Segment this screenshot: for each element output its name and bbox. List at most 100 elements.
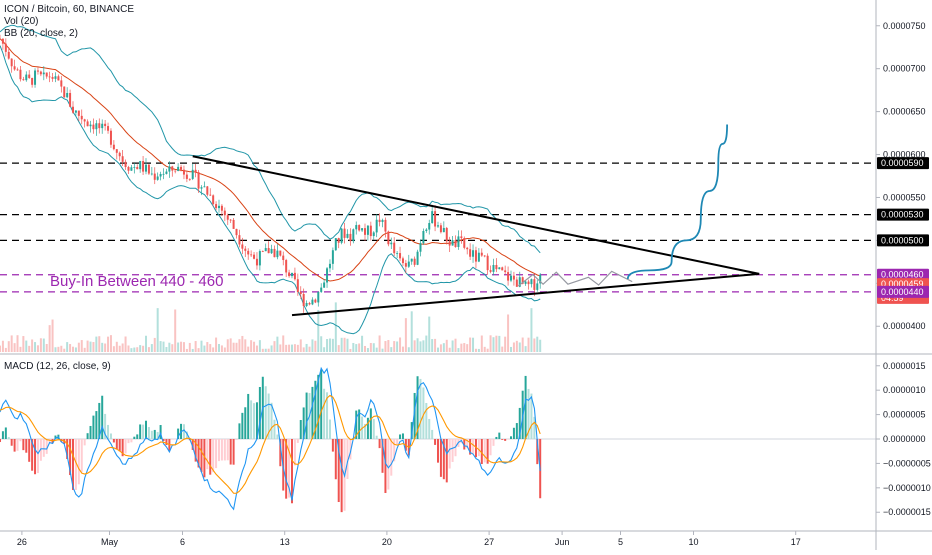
candle-body xyxy=(127,167,130,171)
candle-body xyxy=(19,69,22,80)
candle-body xyxy=(533,279,536,290)
candle-body xyxy=(469,249,472,257)
candle-body xyxy=(244,248,247,251)
candle-body xyxy=(293,272,296,280)
macd-histogram-bar xyxy=(439,439,442,477)
macd-histogram-bar xyxy=(498,432,501,439)
volume-bar xyxy=(1,340,4,352)
candle-body xyxy=(480,252,483,256)
candle-body xyxy=(536,283,539,290)
candle-body xyxy=(510,275,512,281)
volume-bar xyxy=(267,348,270,352)
candle-body xyxy=(42,72,45,75)
macd-histogram-bar xyxy=(142,424,145,439)
macd-histogram-bar xyxy=(437,439,439,463)
macd-histogram-bar xyxy=(72,439,74,490)
macd-histogram-bar xyxy=(16,439,19,451)
macd-histogram-bar xyxy=(115,439,118,449)
macd-histogram-bar xyxy=(235,439,238,441)
candle-body xyxy=(539,274,542,284)
bb-lower-band xyxy=(0,45,541,335)
macd-histogram-bar xyxy=(492,439,495,446)
macd-histogram-bar xyxy=(19,439,22,442)
price-tags: 0.00005900.00005300.00005000.00004600.00… xyxy=(877,157,929,304)
volume-bar xyxy=(180,341,183,352)
volume-bar xyxy=(524,346,527,352)
candle-body xyxy=(104,123,107,127)
candle-body xyxy=(22,79,25,81)
volume-bar xyxy=(463,343,466,352)
macd-histogram-bar xyxy=(107,424,110,439)
candle-body xyxy=(182,169,185,175)
candle-body xyxy=(226,215,229,220)
volume-bar xyxy=(349,348,352,352)
macd-histogram-bar xyxy=(466,439,469,449)
volume-bar xyxy=(472,337,475,352)
price-tag-box xyxy=(877,157,929,170)
volume-bar xyxy=(130,348,133,352)
candle-body xyxy=(326,268,329,283)
volume-bar xyxy=(366,348,369,352)
macd-histogram-bar xyxy=(320,369,323,439)
volume-bar xyxy=(133,347,136,352)
projection-curve xyxy=(626,124,728,280)
volume-bar xyxy=(480,335,483,352)
volume-bar xyxy=(253,341,256,352)
macd-histogram-bar xyxy=(194,439,197,462)
macd-histogram-bar xyxy=(133,436,136,439)
macd-histogram-bar xyxy=(223,439,226,461)
triangle-lower-line xyxy=(291,272,760,317)
macd-histogram-bar xyxy=(299,420,302,439)
candle-body xyxy=(124,161,127,168)
volume-bar xyxy=(258,340,261,352)
volume-bar xyxy=(399,337,402,352)
candle-body xyxy=(89,124,92,127)
legend-volume[interactable]: Vol (20) xyxy=(4,16,39,27)
macd-histogram-bar xyxy=(401,433,404,439)
macd-histogram-bar xyxy=(381,439,384,473)
candle-body xyxy=(80,115,83,120)
candle-body xyxy=(434,211,437,227)
volume-bar xyxy=(282,335,285,352)
candle-body xyxy=(136,166,139,170)
candle-body xyxy=(378,219,381,223)
volume-bar xyxy=(223,347,226,352)
legend-macd[interactable]: MACD (12, 26, close, 9) xyxy=(4,361,111,372)
candle-body xyxy=(34,70,37,85)
candle-body xyxy=(407,261,410,267)
macd-histogram-bar xyxy=(416,376,419,439)
price-tag-label: 0.0000500 xyxy=(881,235,924,245)
candle-body xyxy=(445,227,448,242)
macd-histogram-bar xyxy=(474,439,477,458)
volume-bar xyxy=(220,345,223,352)
candle-body xyxy=(185,174,188,179)
legend-bollinger[interactable]: BB (20, close, 2) xyxy=(4,28,78,39)
macd-histogram-bar xyxy=(238,423,241,439)
candle-body xyxy=(118,152,121,157)
candle-body xyxy=(361,228,364,231)
candle-body xyxy=(504,270,507,273)
legend-symbol[interactable]: ICON / Bitcoin, 60, BINANCE xyxy=(4,4,135,15)
macd-histogram-bar xyxy=(101,395,104,439)
volume-bar xyxy=(13,343,16,352)
candle-body xyxy=(238,235,241,245)
candle-body xyxy=(223,210,226,216)
macd-histogram-bar xyxy=(191,439,194,450)
candle-body xyxy=(279,250,282,256)
price-candles xyxy=(0,34,542,313)
volume-bar xyxy=(293,344,296,352)
candle-body xyxy=(460,236,463,239)
volume-bar xyxy=(153,337,156,352)
macd-histogram-bar xyxy=(358,409,361,439)
candle-body xyxy=(507,272,510,281)
candle-body xyxy=(232,219,235,229)
macd-tick-label: 0.0000005 xyxy=(883,410,926,420)
volume-bar xyxy=(442,343,445,352)
volume-bar xyxy=(31,339,34,352)
candle-body xyxy=(501,267,504,271)
volume-bar xyxy=(428,316,431,352)
volume-bar xyxy=(39,338,42,352)
volume-bar xyxy=(515,340,518,352)
price-tag-label: 0.0000459 xyxy=(881,279,924,289)
